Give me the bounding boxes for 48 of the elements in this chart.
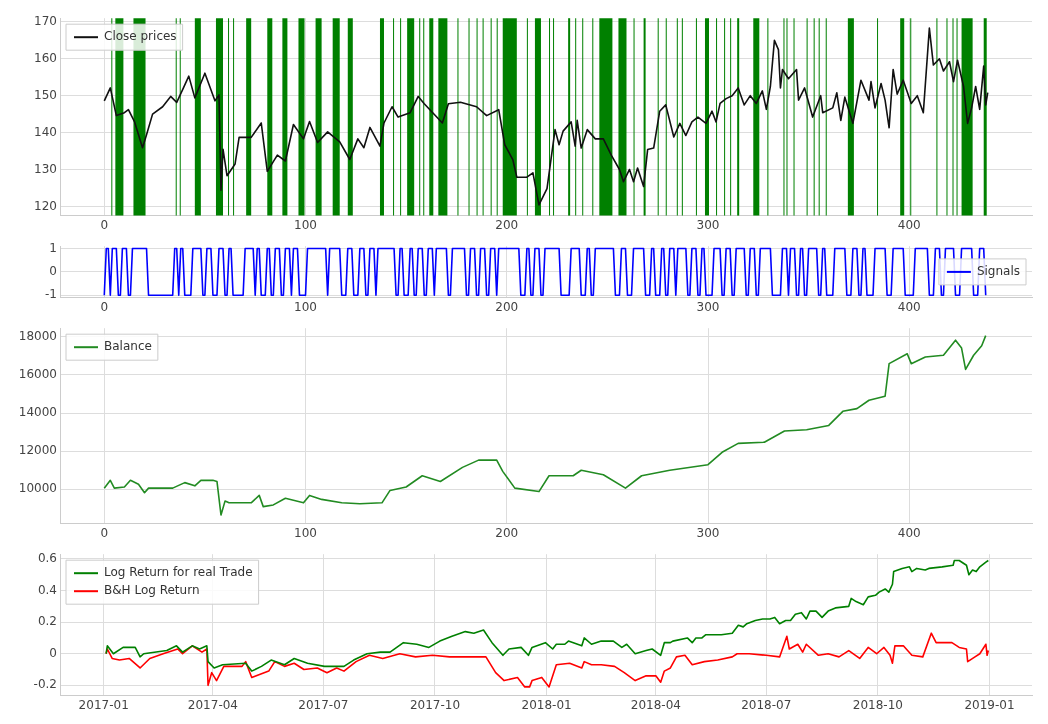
y-tick-label: 140 xyxy=(34,124,57,139)
y-tick-label: 0 xyxy=(49,645,57,660)
x-tick-label: 100 xyxy=(294,299,317,314)
legend-label: Log Return for real Trade xyxy=(104,565,253,580)
y-tick-label: 10000 xyxy=(18,481,57,496)
y-tick-label: 18000 xyxy=(18,328,57,343)
legend-label: B&H Log Return xyxy=(104,583,200,598)
y-tick-label: 14000 xyxy=(18,405,57,420)
x-tick-label: 2019-01 xyxy=(964,697,1015,712)
x-tick-label: 2018-01 xyxy=(521,697,572,712)
x-tick-label: 100 xyxy=(294,217,317,232)
y-tick-label: 12000 xyxy=(18,443,57,458)
x-tick-label: 200 xyxy=(495,299,519,314)
y-tick-label: 0 xyxy=(49,264,57,279)
x-tick-label: 300 xyxy=(696,525,720,540)
x-tick-label: 300 xyxy=(696,217,720,232)
x-tick-label: 0 xyxy=(100,525,109,540)
x-tick-label: 200 xyxy=(495,525,519,540)
x-tick-label: 2017-10 xyxy=(409,697,461,712)
y-tick-label: 160 xyxy=(34,50,57,65)
y-tick-label: 130 xyxy=(34,161,57,176)
y-tick-label: 16000 xyxy=(18,367,57,382)
x-tick-label: 100 xyxy=(294,525,317,540)
x-tick-label: 2018-07 xyxy=(741,697,792,712)
x-tick-label: 2018-10 xyxy=(852,697,903,712)
x-tick-label: 0 xyxy=(100,217,109,232)
x-tick-label: 300 xyxy=(696,299,720,314)
y-tick-label: 170 xyxy=(34,14,57,29)
x-tick-label: 2017-04 xyxy=(187,697,238,712)
x-tick-label: 2017-07 xyxy=(298,697,349,712)
x-tick-label: 2018-04 xyxy=(630,697,681,712)
legend-label: Close prices xyxy=(104,29,177,44)
y-tick-label: 120 xyxy=(34,198,57,213)
x-tick-label: 2017-01 xyxy=(78,697,129,712)
y-tick-label: 150 xyxy=(34,87,57,102)
y-tick-label: 0.6 xyxy=(37,551,57,566)
y-tick-label: 0.4 xyxy=(37,582,57,597)
y-tick-label: -0.2 xyxy=(33,677,57,692)
legend-label: Signals xyxy=(976,264,1021,279)
legend-label: Balance xyxy=(104,339,152,354)
x-tick-label: 200 xyxy=(495,217,519,232)
x-tick-label: 400 xyxy=(897,299,921,314)
y-tick-label: 0.2 xyxy=(37,614,57,629)
x-tick-label: 400 xyxy=(897,525,921,540)
y-tick-label: 1 xyxy=(49,240,57,255)
y-tick-label: -1 xyxy=(45,287,57,302)
x-tick-label: 400 xyxy=(897,217,921,232)
x-tick-label: 0 xyxy=(100,299,109,314)
